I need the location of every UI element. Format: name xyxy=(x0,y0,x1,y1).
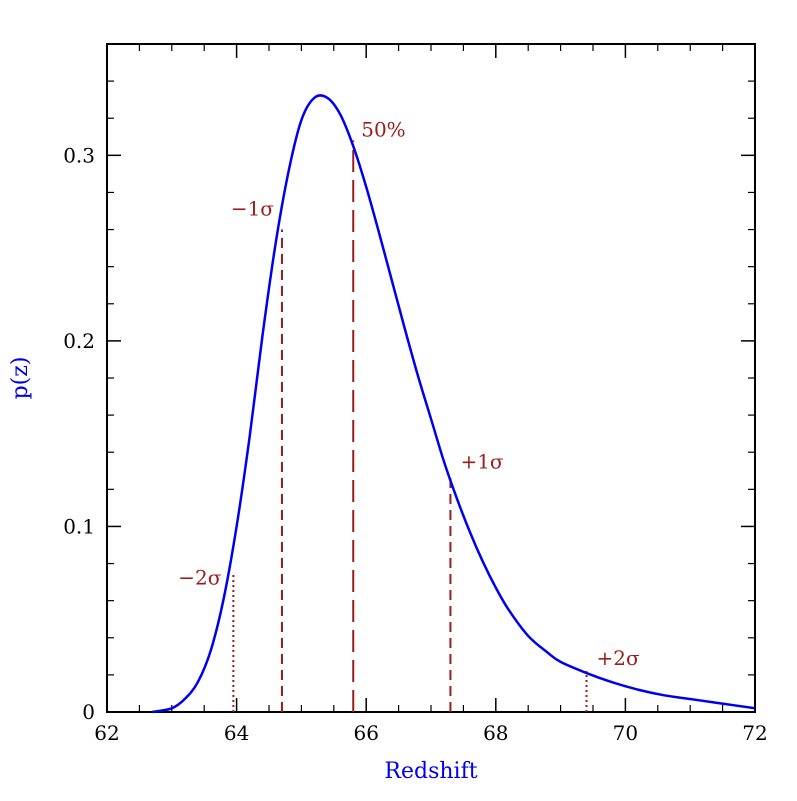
x-tick-label: 62 xyxy=(94,721,119,745)
y-tick-label: 0.2 xyxy=(63,329,95,353)
marker-label: −2σ xyxy=(178,566,221,590)
marker-label: 50% xyxy=(361,117,405,141)
x-axis-label: Redshift xyxy=(384,759,477,784)
x-tick-label: 70 xyxy=(613,721,638,745)
x-tick-label: 72 xyxy=(742,721,767,745)
ticks-layer: 62 64 66 68 70 72 0 0.1 0.2 0.3 xyxy=(63,43,768,745)
y-tick-label: 0.3 xyxy=(63,143,95,167)
y-tick-label: 0.1 xyxy=(63,514,95,538)
labels-layer: Redshift p(z) xyxy=(8,357,478,784)
markers-layer: −2σ −1σ 50% +1σ +2σ xyxy=(178,117,640,712)
y-axis-label: p(z) xyxy=(8,357,33,400)
marker-label: +2σ xyxy=(597,646,640,670)
marker-label: −1σ xyxy=(231,197,274,221)
series-curve xyxy=(152,94,756,714)
x-tick-label: 64 xyxy=(224,721,249,745)
marker-label: +1σ xyxy=(460,449,503,473)
plot-frame xyxy=(106,43,756,713)
x-tick-label: 68 xyxy=(483,721,508,745)
y-tick-label: 0 xyxy=(82,700,95,724)
x-tick-label: 66 xyxy=(353,721,378,745)
